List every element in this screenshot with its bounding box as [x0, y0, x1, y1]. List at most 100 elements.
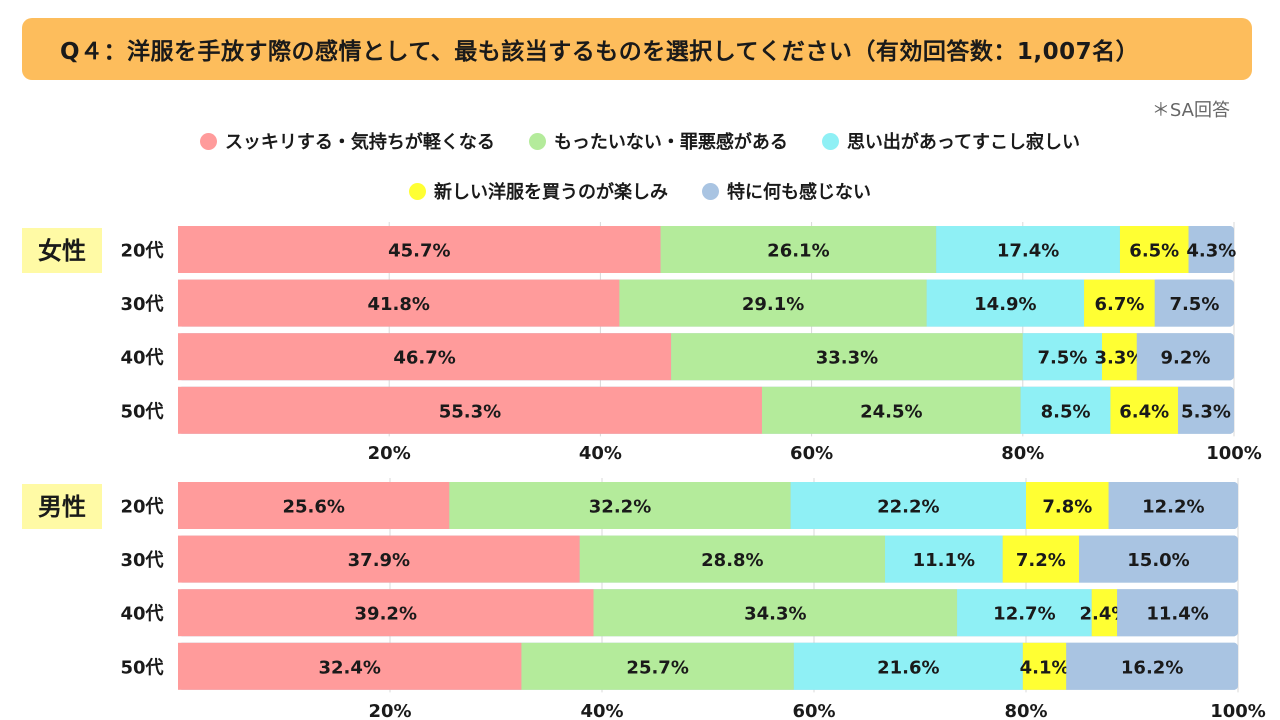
- group-label-box: [22, 228, 102, 273]
- legend-row-1: スッキリする・気持ちが軽くなる もったいない・罪悪感がある 思い出があってすこし…: [0, 128, 1280, 154]
- data-label: 17.4%: [997, 241, 1059, 262]
- data-label: 55.3%: [439, 401, 501, 422]
- category-label: 40代: [120, 604, 163, 625]
- bar-segment: [1154, 279, 1231, 327]
- x-tick-label: 20%: [368, 701, 411, 720]
- bar-segment: [957, 589, 1092, 637]
- legend-label: スッキリする・気持ちが軽くなる: [224, 132, 495, 153]
- data-label: 5.3%: [1181, 401, 1231, 422]
- data-label: 24.5%: [860, 401, 922, 422]
- x-tick-label: 60%: [792, 701, 835, 720]
- data-label: 6.7%: [1094, 294, 1144, 315]
- data-label: 16.2%: [1121, 657, 1183, 678]
- legend-dot-icon: [199, 132, 217, 150]
- bar-segment: [178, 226, 661, 273]
- bar-segment: [1102, 333, 1137, 381]
- legend-dot-icon: [702, 182, 719, 200]
- chart-title: Q４：洋服を手放す際の感情として、最も該当するものを選択してください（有効回答数…: [22, 18, 1252, 80]
- bar-segment: [178, 279, 620, 327]
- x-tick-label: 100%: [1210, 701, 1266, 720]
- data-label: 4.1%: [1020, 657, 1070, 678]
- legend-dot-icon: [821, 132, 839, 150]
- bar-segment: [1022, 333, 1102, 381]
- x-tick-label: 80%: [1004, 701, 1047, 720]
- data-label: 11.4%: [1146, 604, 1208, 625]
- x-tick-label: 60%: [790, 443, 833, 464]
- data-label: 34.3%: [744, 604, 806, 625]
- bar-segment: [178, 333, 672, 381]
- bar-segment: [660, 226, 937, 273]
- data-label: 12.7%: [993, 604, 1055, 625]
- bar-segment: [790, 482, 1026, 529]
- category-label: 50代: [120, 657, 163, 678]
- data-label: 45.7%: [388, 241, 450, 262]
- legend-label: 特に何も感じない: [727, 182, 871, 203]
- data-label: 32.4%: [318, 657, 380, 678]
- bar-segment: [1188, 226, 1231, 273]
- data-label: 6.4%: [1119, 401, 1169, 422]
- bar-segment: [1178, 386, 1231, 434]
- data-label: 22.2%: [877, 497, 939, 518]
- x-tick-label: 80%: [1001, 443, 1044, 464]
- x-tick-label: 100%: [1206, 443, 1262, 464]
- bar-segment: [178, 386, 762, 434]
- data-label: 15.0%: [1127, 550, 1189, 571]
- data-label: 7.2%: [1016, 550, 1066, 571]
- bar-segment: [671, 333, 1023, 381]
- bar-segment: [1108, 482, 1235, 529]
- data-label: 33.3%: [816, 348, 878, 369]
- bar-segment: [936, 226, 1120, 273]
- legend-item: もったいない・罪悪感がある: [528, 128, 788, 154]
- bar-segment: [521, 642, 794, 690]
- category-label: 20代: [120, 497, 163, 518]
- bar-segment: [178, 642, 522, 690]
- legend-dot-icon: [409, 182, 426, 200]
- legend-item: スッキリする・気持ちが軽くなる: [199, 128, 495, 154]
- data-label: 12.2%: [1142, 497, 1204, 518]
- category-label: 40代: [120, 348, 163, 369]
- legend-dot-icon: [528, 132, 546, 150]
- group-label: 男性: [38, 493, 86, 521]
- bar-segment: [1119, 226, 1189, 273]
- bar-segment: [793, 642, 1023, 690]
- category-label: 30代: [120, 550, 163, 571]
- data-label: 14.9%: [974, 294, 1036, 315]
- data-label: 32.2%: [589, 497, 651, 518]
- legend-item: 特に何も感じない: [702, 178, 871, 204]
- data-label: 7.5%: [1169, 294, 1219, 315]
- bar-segment: [1022, 642, 1067, 690]
- answer-type-note: ＊SA回答: [1151, 100, 1230, 121]
- data-label: 46.7%: [393, 348, 455, 369]
- data-label: 39.2%: [355, 604, 417, 625]
- legend-item: 思い出があってすこし寂しい: [821, 128, 1081, 154]
- bar-segment: [593, 589, 958, 637]
- legend-label: 思い出があってすこし寂しい: [846, 132, 1081, 153]
- group-label: 女性: [38, 237, 86, 265]
- data-label: 8.5%: [1041, 401, 1091, 422]
- bar-segment: [926, 279, 1085, 327]
- data-label: 25.7%: [626, 657, 688, 678]
- bar-segment: [1117, 589, 1235, 637]
- legend-label: もったいない・罪悪感がある: [553, 132, 788, 153]
- bar-segment: [449, 482, 791, 529]
- bar-segment: [1066, 642, 1235, 690]
- legend-row-2: 新しい洋服を買うのが楽しみ 特に何も感じない: [0, 178, 1280, 204]
- x-tick-label: 40%: [579, 443, 622, 464]
- legend-label: 新しい洋服を買うのが楽しみ: [434, 182, 668, 203]
- bar-segment: [1079, 535, 1235, 583]
- bar-segment: [1110, 386, 1179, 434]
- data-label: 3.3%: [1094, 348, 1144, 369]
- bar-segment: [178, 589, 594, 637]
- data-label: 7.8%: [1042, 497, 1092, 518]
- bar-segment: [761, 386, 1021, 434]
- data-label: 41.8%: [367, 294, 429, 315]
- bar-segment: [1020, 386, 1111, 434]
- bar-segment: [1084, 279, 1155, 327]
- bar-segment: [1136, 333, 1231, 381]
- x-tick-label: 20%: [368, 443, 411, 464]
- data-label: 2.4%: [1079, 604, 1129, 625]
- bar-segment: [885, 535, 1003, 583]
- data-label: 6.5%: [1129, 241, 1179, 262]
- category-label: 50代: [120, 401, 163, 422]
